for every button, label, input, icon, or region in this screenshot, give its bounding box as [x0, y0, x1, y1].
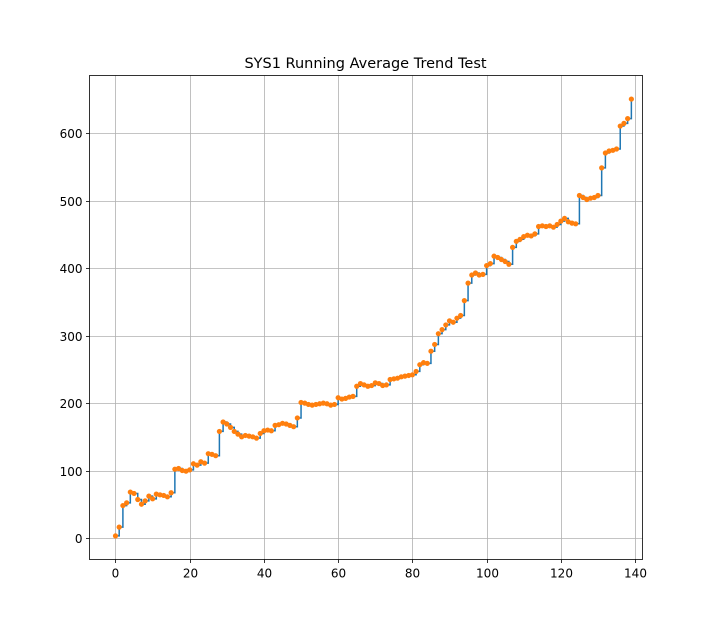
plot-frame	[89, 75, 643, 560]
data-point	[450, 319, 456, 325]
data-point	[617, 123, 623, 129]
data-point	[383, 382, 390, 388]
data-point	[409, 372, 415, 378]
data-point	[213, 453, 219, 459]
data-point	[124, 500, 130, 506]
x-tick-label: 0	[112, 567, 120, 581]
data-point	[216, 428, 222, 435]
data-point	[480, 271, 486, 277]
data-point	[227, 424, 234, 430]
data-point	[187, 467, 193, 473]
data-point	[142, 498, 148, 504]
data-point	[294, 415, 300, 421]
data-point	[487, 260, 493, 267]
data-point	[428, 348, 434, 354]
data-point	[613, 146, 620, 152]
data-point	[235, 431, 241, 437]
data-point	[454, 315, 460, 321]
data-point	[135, 496, 141, 503]
data-point	[268, 428, 274, 434]
data-point	[131, 490, 137, 497]
data-point	[439, 327, 445, 333]
data-point	[291, 424, 297, 430]
y-tick-label: 400	[60, 262, 83, 276]
data-point	[354, 383, 360, 389]
x-tick-label: 60	[331, 567, 346, 581]
data-point	[561, 215, 568, 222]
data-point	[435, 331, 441, 337]
data-point	[509, 244, 516, 250]
data-point	[625, 116, 631, 122]
data-point	[465, 280, 471, 286]
x-tick-label: 80	[405, 567, 420, 581]
data-point	[368, 382, 375, 389]
axes	[89, 75, 643, 560]
data-point	[506, 261, 512, 267]
y-tick-label: 0	[75, 532, 83, 546]
data-point	[554, 221, 560, 228]
y-tick-label: 300	[60, 330, 83, 344]
data-point	[331, 401, 338, 408]
data-point	[458, 312, 464, 319]
data-point	[558, 218, 564, 224]
data-point	[116, 524, 122, 530]
data-point	[231, 428, 237, 435]
x-tick-label: 140	[624, 567, 647, 581]
y-tick-label: 600	[60, 127, 83, 141]
series-markers	[112, 96, 634, 539]
data-point	[595, 192, 601, 199]
data-point	[517, 236, 523, 242]
data-point	[432, 341, 438, 348]
data-point	[350, 393, 356, 399]
data-point	[149, 496, 156, 502]
data-point	[253, 435, 260, 441]
y-tick-label: 100	[60, 465, 83, 479]
data-point	[168, 490, 174, 496]
data-point	[502, 258, 508, 265]
data-point	[257, 430, 263, 437]
chart-title: SYS1 Running Average Trend Test	[244, 56, 486, 72]
data-point	[112, 533, 119, 539]
x-tick-label: 20	[183, 567, 198, 581]
data-point	[224, 421, 230, 427]
x-tick-label: 40	[257, 567, 272, 581]
y-tick-label: 200	[60, 397, 83, 411]
data-point	[599, 165, 605, 171]
data-point	[628, 96, 634, 102]
x-tick-label: 120	[550, 567, 573, 581]
data-point	[550, 224, 557, 230]
x-tick-label: 100	[476, 567, 499, 581]
y-axis-ticks: 0 100 200 300 400 500 600	[60, 127, 90, 546]
data-point	[120, 502, 126, 509]
data-point	[461, 298, 467, 304]
data-point	[138, 501, 145, 507]
data-point	[194, 462, 200, 468]
grid	[89, 75, 643, 560]
data-point	[424, 360, 430, 366]
data-point	[201, 460, 208, 466]
data-point	[573, 221, 579, 227]
data-point	[164, 494, 171, 500]
data-point	[443, 322, 449, 328]
x-axis-ticks: 0 20 40 60 80 100 120 140	[112, 559, 647, 581]
data-point	[532, 231, 538, 237]
data-point	[146, 493, 152, 499]
y-tick-label: 500	[60, 195, 83, 209]
data-point	[621, 120, 627, 126]
data-point	[413, 368, 419, 375]
